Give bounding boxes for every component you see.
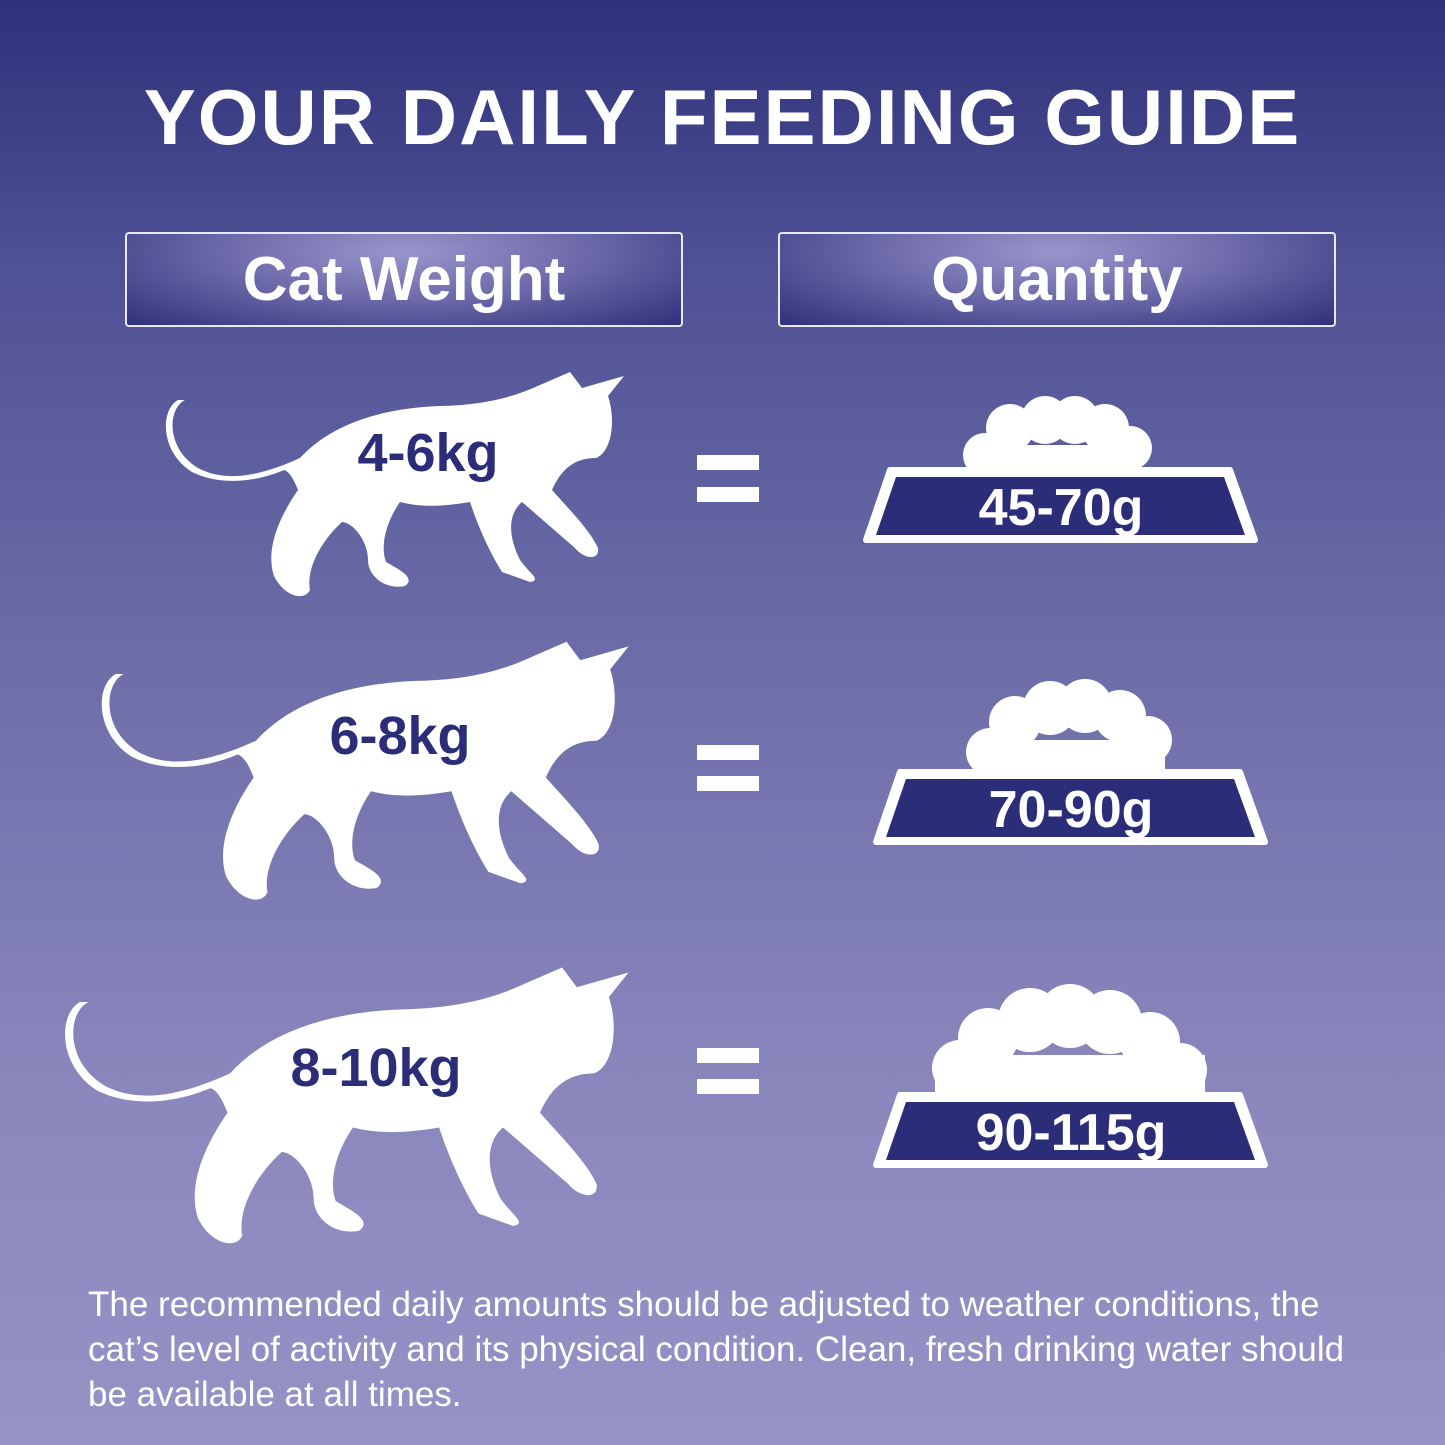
feeding-note: The recommended daily amounts should be … <box>88 1285 1345 1414</box>
quantity-label: 70-90g <box>988 781 1154 839</box>
food-bowl-icon-1 <box>863 396 1258 543</box>
cat-silhouette-icon-3 <box>65 967 629 1244</box>
equals-icon <box>697 455 759 1094</box>
food-bowl-icon-3 <box>873 984 1268 1168</box>
header-cat-weight: Cat Weight <box>125 232 683 327</box>
food-bowl-icon-2 <box>873 679 1268 845</box>
cat-silhouette-icon-1 <box>165 372 624 597</box>
cat-silhouette-icon-2 <box>101 641 629 900</box>
weight-label: 8-10kg <box>290 1038 462 1098</box>
quantity-label: 90-115g <box>975 1104 1167 1162</box>
header-quantity: Quantity <box>778 232 1336 327</box>
weight-label: 6-8kg <box>329 706 471 766</box>
quantity-label: 45-70g <box>978 479 1144 537</box>
page-title: YOUR DAILY FEEDING GUIDE <box>143 73 1302 161</box>
weight-label: 4-6kg <box>357 423 499 483</box>
